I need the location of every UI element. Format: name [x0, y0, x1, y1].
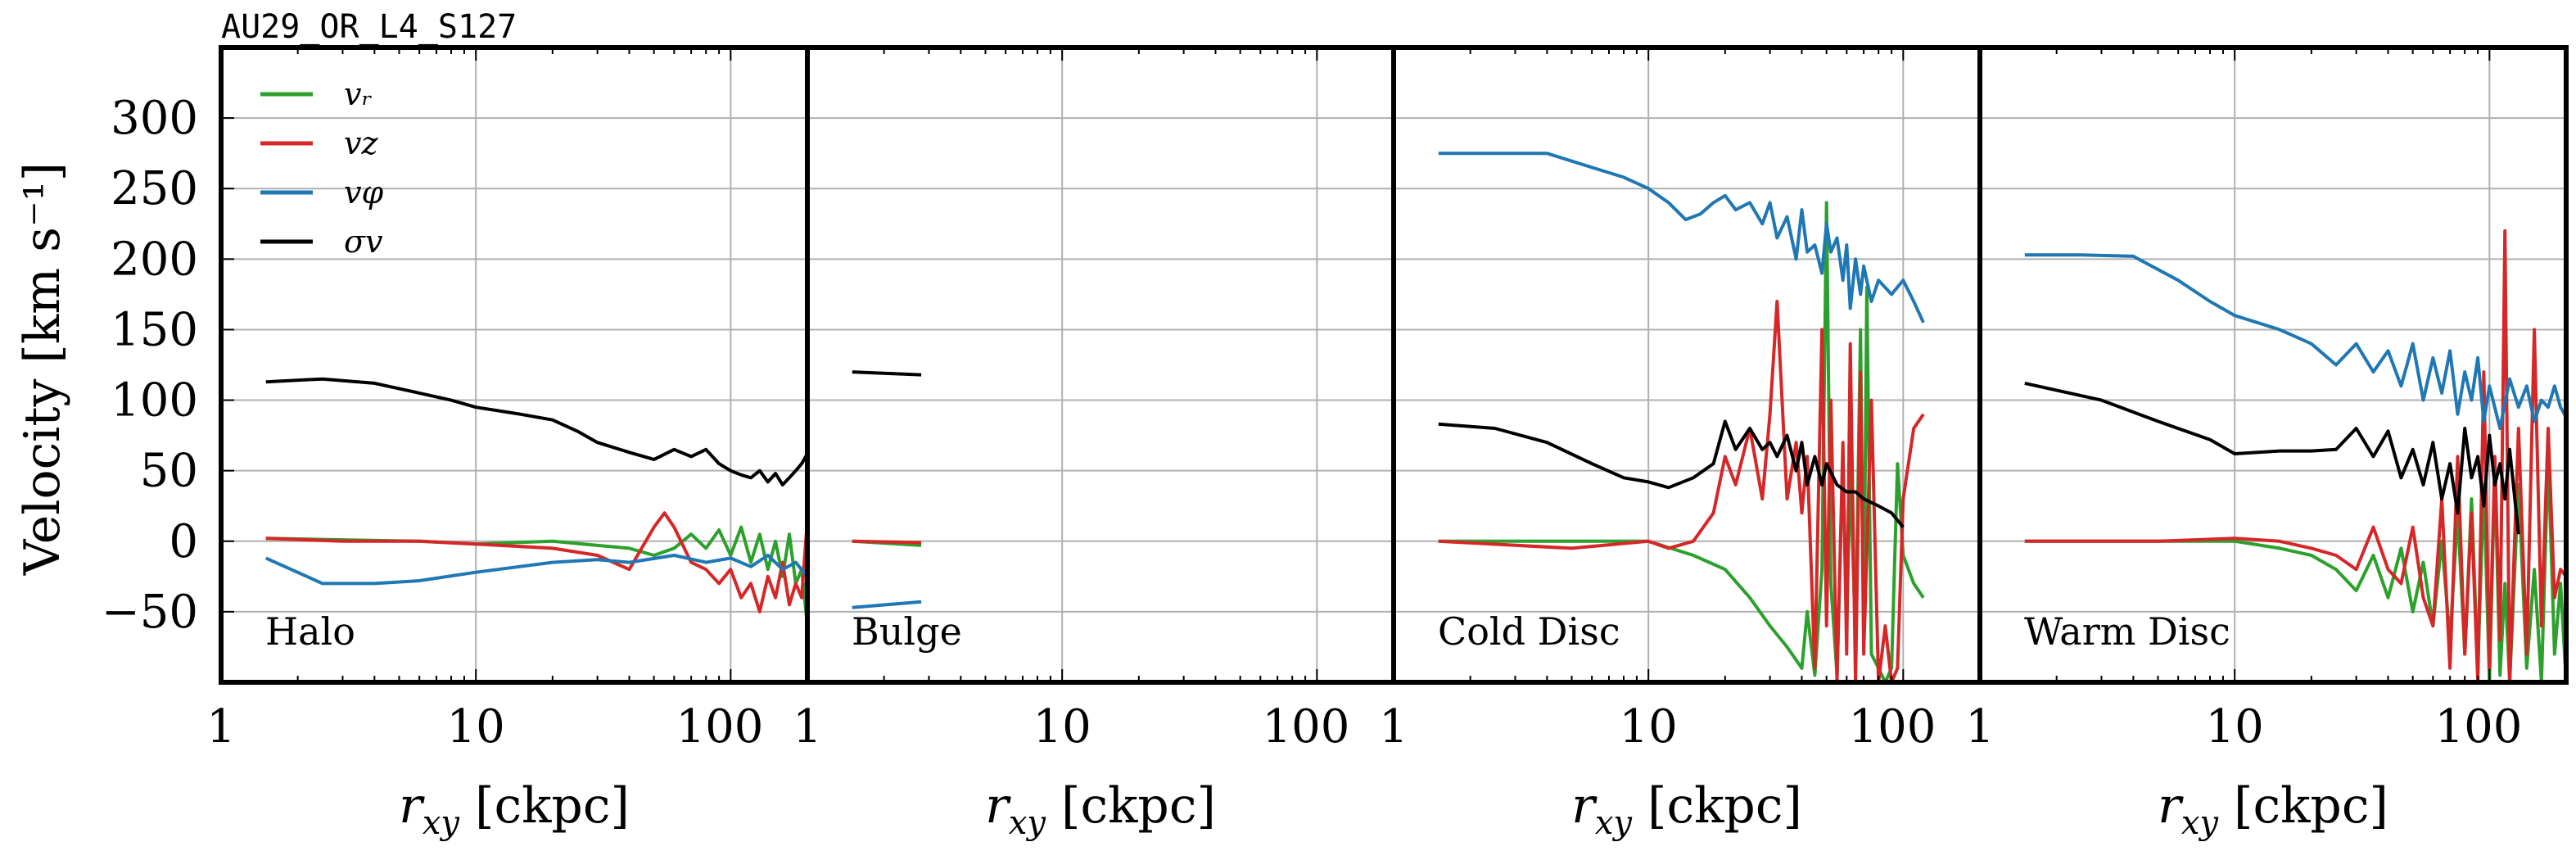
series-line-sigma: [1438, 419, 1905, 528]
y-tick-label: 150: [111, 303, 198, 356]
panel-frame: [1391, 45, 1982, 685]
y-tick-labels: −50 0 50 100 150 200 250 300: [102, 92, 198, 639]
ticks: [807, 48, 1394, 682]
panel-halo: Halo 1 10 100 rxy [ckpc]: [206, 45, 810, 842]
x-tick-label: 100: [2434, 700, 2522, 754]
y-tick-label: 250: [111, 162, 198, 215]
panel-label: Halo: [265, 609, 355, 654]
panel-warm-disc: Warm Disc 1 10 100 rxy [ckpc]: [1965, 45, 2569, 842]
series-line-vz: [2024, 229, 2566, 682]
x-tick-label: 1: [206, 700, 236, 754]
x-tick-label: 10: [1033, 700, 1091, 754]
panel-label: Bulge: [852, 609, 962, 654]
panel-label: Cold Disc: [1438, 609, 1620, 654]
y-axis-label: Velocity [km s⁻¹]: [14, 162, 71, 576]
y-tick-label: −50: [102, 586, 198, 639]
legend-item-sigma: σv: [260, 224, 383, 260]
series-group: [1438, 152, 1925, 682]
legend-label: vφ: [344, 174, 383, 210]
series-line-sigma: [2024, 381, 2520, 535]
y-tick-label: 100: [111, 374, 198, 428]
panel-label: Warm Disc: [2024, 609, 2230, 654]
series-line-vz: [852, 539, 922, 545]
x-axis-label: rxy [ckpc]: [399, 777, 630, 842]
x-tick-label: 100: [1262, 700, 1349, 754]
ticks: [1393, 48, 1981, 682]
series-line-sigma: [852, 370, 922, 377]
x-tick-label: 1: [1379, 700, 1408, 754]
panel-frame: [805, 45, 1396, 685]
x-tick-label: 1: [1965, 700, 1995, 754]
series-line-vphi: [2024, 253, 2566, 430]
x-tick-label: 10: [447, 700, 505, 754]
series-line-vphi: [1438, 152, 1925, 324]
x-axis-label: rxy [ckpc]: [985, 777, 1216, 842]
legend-item-vz: vz: [260, 125, 378, 161]
series-group: [264, 377, 807, 627]
series-line-vr: [265, 525, 807, 627]
legend-item-vr: vᵣ: [260, 76, 373, 112]
panel-cold-disc: Cold Disc 1 10 100 rxy [ckpc]: [1379, 45, 1982, 842]
series-group: [2024, 229, 2566, 682]
y-tick-label: 300: [111, 92, 198, 145]
series-line-vz: [1438, 300, 1925, 682]
legend-label: vᵣ: [344, 76, 373, 112]
grid: [807, 48, 1394, 682]
x-tick-label: 100: [1848, 700, 1936, 754]
x-tick-label: 10: [2206, 700, 2264, 754]
y-tick-label: 50: [140, 445, 198, 498]
panel-bulge: Bulge 1 10 100 rxy [ckpc]: [793, 45, 1396, 842]
y-tick-label: 0: [169, 515, 198, 568]
series-group: [852, 370, 922, 609]
legend: vᵣ vz vφ σv: [260, 76, 383, 260]
panel-frame: [1977, 45, 2569, 685]
x-axis-label: rxy [ckpc]: [1571, 777, 1802, 842]
x-axis-label: rxy [ckpc]: [2158, 777, 2388, 842]
chart-suptitle: AU29_OR_L4_S127: [221, 8, 517, 46]
grid: [1393, 48, 1980, 682]
x-tick-label: 10: [1620, 700, 1678, 754]
legend-label: σv: [344, 224, 383, 260]
legend-item-vphi: vφ: [260, 174, 383, 210]
series-line-vphi: [852, 600, 922, 609]
series-line-vz: [265, 511, 807, 613]
y-tick-label: 200: [111, 233, 198, 286]
series-line-vphi: [264, 554, 807, 586]
x-tick-label: 100: [676, 700, 763, 754]
x-tick-label: 1: [793, 700, 822, 754]
series-line-sigma: [265, 377, 807, 487]
legend-label: vz: [344, 125, 378, 161]
